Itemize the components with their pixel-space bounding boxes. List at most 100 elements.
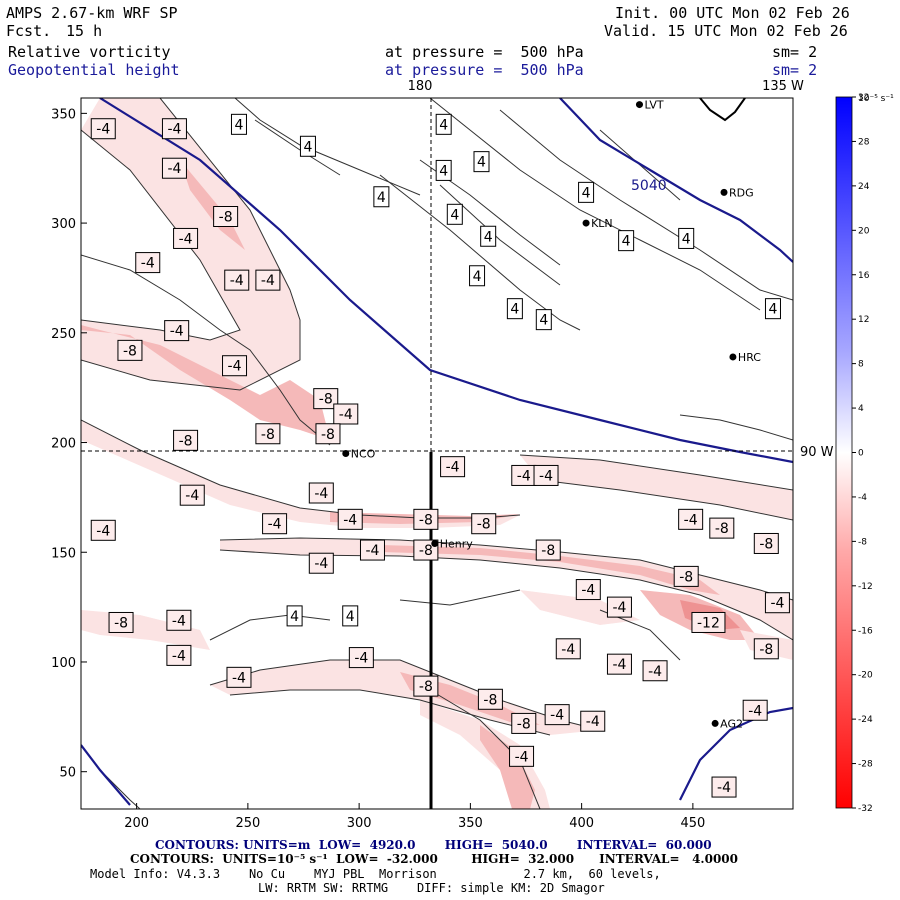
contour-label-text: 4 bbox=[439, 163, 448, 179]
field2-level: at pressure = 500 hPa bbox=[385, 61, 584, 79]
contour-label-text: -8 bbox=[261, 427, 275, 443]
height-contour bbox=[81, 744, 131, 806]
contour-label-box bbox=[337, 508, 363, 530]
footer-physics-info: LW: RRTM SW: RRTMG DIFF: simple KM: 2D S… bbox=[258, 881, 605, 895]
station-marker bbox=[342, 450, 350, 457]
station-label: NCO bbox=[351, 448, 376, 461]
valid-time: Valid. 15 UTC Mon 02 Feb 26 bbox=[604, 22, 848, 40]
contour-label-text: -4 bbox=[167, 122, 181, 138]
contour-label-box bbox=[764, 592, 790, 614]
forecast-label: Fcst. bbox=[6, 22, 52, 40]
field1-smoothing: sm= 2 bbox=[772, 43, 818, 61]
contour-label-box bbox=[480, 225, 497, 247]
contour-label-box bbox=[691, 611, 726, 633]
footer-height-contours: CONTOURS: UNITS=m LOW= 4920.0 HIGH= 5040… bbox=[155, 838, 712, 852]
vorticity-band bbox=[81, 325, 330, 440]
contour-label-text: 4 bbox=[582, 185, 591, 201]
contour-label-box bbox=[166, 644, 192, 666]
contour-label-text: -8 bbox=[319, 392, 333, 408]
meridian-180-label: 180 bbox=[408, 79, 433, 94]
y-tick-label: 250 bbox=[51, 327, 76, 342]
contour-label-box bbox=[164, 320, 190, 342]
stations: LVT RDG KLN HRC NCO Henry AG2 bbox=[342, 99, 761, 730]
y-tick-label: 350 bbox=[51, 107, 76, 122]
field1-level: at pressure = 500 hPa bbox=[385, 43, 584, 61]
contour-label-text: -8 bbox=[419, 679, 433, 695]
vorticity-contour bbox=[439, 184, 561, 286]
contour-label-box bbox=[213, 206, 239, 227]
field2-name: Geopotential height bbox=[8, 61, 180, 79]
contour-label-text: -4 bbox=[232, 670, 246, 686]
contour-label-text: -4 bbox=[96, 523, 110, 539]
contour-label-text: -4 bbox=[343, 512, 357, 528]
contour-label-box bbox=[173, 429, 199, 451]
colorbar-tick-label: 28 bbox=[858, 137, 870, 147]
contour-label-box bbox=[509, 745, 535, 767]
contour-label-text: -4 bbox=[228, 359, 242, 375]
contour-label-box bbox=[533, 464, 559, 486]
station-marker bbox=[729, 353, 737, 361]
contour-label-text: -8 bbox=[219, 210, 233, 226]
colorbar: 10⁻⁵ s⁻¹32 28 24 20 16 12 8 4 0 -4 -8 -12 -16 -20 -24 -… bbox=[835, 93, 894, 814]
station-label: HRC bbox=[738, 351, 761, 364]
colorbar-tick-label: -12 bbox=[858, 582, 873, 592]
contour-label-box bbox=[299, 135, 316, 157]
field-layer bbox=[81, 98, 793, 809]
contour-label-box bbox=[413, 508, 439, 530]
x-tick-label: 350 bbox=[458, 816, 483, 831]
vorticity-contour bbox=[81, 129, 241, 341]
contour-label-text: 4 bbox=[484, 229, 493, 245]
colorbar-tick-label: -20 bbox=[858, 671, 873, 681]
contour-label-box bbox=[511, 712, 537, 734]
contour-label-text: -4 bbox=[314, 486, 328, 502]
contour-label-text: -4 bbox=[586, 714, 600, 730]
contour-label-text: -8 bbox=[679, 569, 693, 585]
contour-label-box bbox=[753, 532, 779, 554]
contour-label-text: 4 bbox=[439, 117, 448, 133]
contour-label-box bbox=[678, 508, 704, 530]
contour-label-text: -4 bbox=[648, 664, 662, 680]
contour-label-text: -4 bbox=[141, 256, 155, 272]
contour-label-box bbox=[166, 609, 192, 631]
axes: 200 250 300 350 400 450 50 100 150 200 250 300 350 bbox=[51, 107, 705, 831]
contour-label-text: 4 bbox=[682, 231, 691, 247]
station-marker bbox=[431, 539, 439, 547]
contour-label-box bbox=[413, 675, 439, 697]
contour-label-box bbox=[373, 186, 390, 208]
station-marker bbox=[720, 188, 728, 196]
contour-label-text: 4 bbox=[769, 302, 778, 318]
contour-label-text: -4 bbox=[515, 749, 529, 765]
contour-label-box bbox=[348, 647, 374, 669]
vorticity-contour bbox=[399, 589, 521, 606]
contour-label-box bbox=[161, 118, 187, 140]
contour-label-box bbox=[161, 157, 187, 179]
contour-label-box bbox=[359, 539, 385, 561]
contour-label-text: -8 bbox=[179, 433, 193, 449]
colorbar-tick-label: -28 bbox=[858, 760, 873, 770]
contour-label-box bbox=[506, 298, 523, 320]
station-label: KLN bbox=[591, 217, 613, 230]
contour-label-box bbox=[173, 227, 199, 249]
contour-label-box bbox=[224, 269, 250, 291]
contour-label-text: -4 bbox=[612, 657, 626, 673]
contour-label-box bbox=[606, 653, 632, 675]
contour-label-box bbox=[333, 403, 359, 425]
y-tick-label: 300 bbox=[51, 217, 76, 232]
station-marker bbox=[635, 101, 643, 109]
colorbar-tick-label: 8 bbox=[858, 360, 864, 370]
height-contour bbox=[679, 706, 793, 801]
contour-label-text: 4 bbox=[235, 117, 244, 133]
vorticity-band bbox=[81, 420, 520, 528]
contour-label-box bbox=[226, 666, 252, 688]
contour-label-text: 4 bbox=[346, 609, 355, 625]
contour-label-text: 4 bbox=[539, 313, 548, 329]
vorticity-contour bbox=[499, 109, 793, 301]
contour-label-box bbox=[764, 298, 781, 320]
forecast-value: 15 h bbox=[66, 22, 103, 40]
contour-label-box bbox=[580, 710, 606, 732]
vorticity-contour bbox=[81, 744, 141, 809]
contour-label-box bbox=[544, 704, 570, 726]
contour-label-text: -8 bbox=[517, 716, 531, 732]
vorticity-band bbox=[520, 455, 793, 520]
vorticity-contour bbox=[234, 98, 421, 196]
